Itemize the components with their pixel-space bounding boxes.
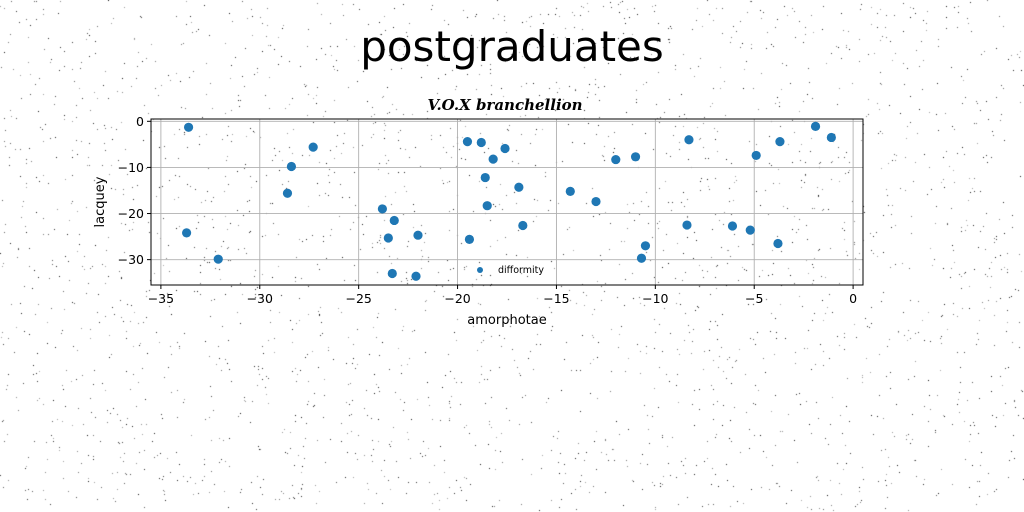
- data-point: [182, 228, 192, 238]
- data-point: [183, 122, 194, 132]
- data-point: [630, 152, 641, 162]
- x-tick-label: −35: [148, 291, 174, 306]
- data-point: [727, 221, 738, 231]
- data-point: [476, 137, 486, 148]
- x-tick-label: −25: [345, 291, 371, 306]
- data-point: [411, 271, 421, 281]
- data-point: [308, 142, 318, 152]
- x-tick-label: −30: [247, 291, 273, 306]
- data-point: [213, 254, 223, 264]
- x-tick-label: −15: [543, 291, 569, 306]
- x-tick-label: −20: [444, 291, 470, 306]
- data-point: [684, 135, 694, 145]
- data-point: [464, 234, 475, 244]
- data-point: [518, 220, 528, 231]
- tick-layer: −35 −30 −25 −20 −15 −10 −5 0 0 −10 −20 −30: [118, 114, 858, 306]
- data-point: [745, 225, 755, 235]
- data-point: [591, 196, 601, 207]
- y-axis-label: lacquey: [93, 176, 108, 227]
- data-point: [611, 154, 621, 165]
- legend-marker: [477, 267, 483, 273]
- data-point: [682, 220, 692, 230]
- points-layer: [182, 121, 836, 281]
- x-tick-label: 0: [849, 291, 857, 306]
- data-point: [810, 121, 821, 131]
- y-tick-label: 0: [136, 114, 144, 129]
- data-point: [389, 215, 399, 226]
- x-axis-label: amorphotae: [467, 313, 546, 328]
- data-point: [500, 143, 510, 154]
- data-point: [826, 132, 836, 143]
- x-tick-label: −5: [745, 291, 763, 306]
- chart-title: V.O.X branchellion: [427, 96, 582, 114]
- data-point: [565, 186, 575, 196]
- data-point: [383, 233, 393, 243]
- y-tick-label: −10: [118, 160, 144, 175]
- plot-frame: [150, 118, 864, 286]
- y-tick-label: −30: [118, 252, 144, 267]
- data-point: [377, 204, 387, 214]
- data-point: [773, 238, 783, 249]
- x-tick-label: −10: [642, 291, 668, 306]
- legend-label: difformity: [498, 265, 544, 276]
- data-point: [636, 253, 647, 263]
- data-point: [462, 136, 473, 147]
- legend: difformity: [477, 265, 544, 276]
- figure-suptitle: postgraduates: [360, 22, 664, 71]
- data-point: [413, 230, 423, 240]
- data-point: [751, 150, 761, 161]
- y-tick-label: −20: [118, 206, 144, 221]
- grid-layer: [151, 119, 863, 285]
- data-point: [488, 154, 498, 164]
- data-point: [482, 201, 492, 211]
- data-point: [282, 188, 293, 198]
- data-point: [775, 136, 785, 147]
- data-point: [514, 182, 524, 192]
- data-point: [387, 268, 397, 279]
- data-point: [640, 241, 651, 251]
- data-point: [286, 161, 297, 172]
- data-point: [480, 172, 490, 183]
